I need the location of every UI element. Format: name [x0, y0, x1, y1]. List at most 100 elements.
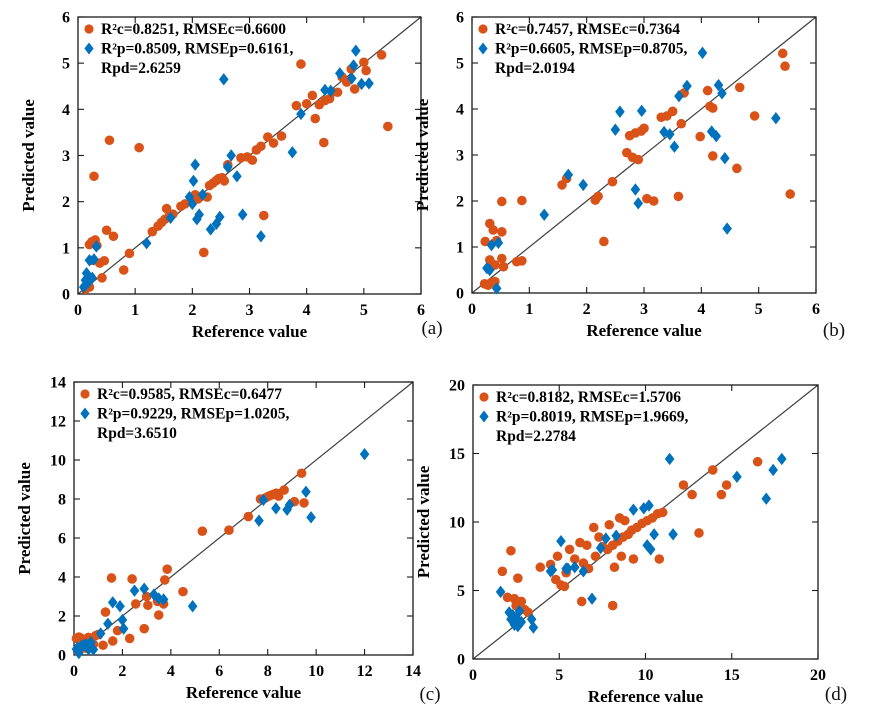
- prediction-point: [117, 613, 128, 627]
- prediction-point: [587, 592, 597, 605]
- prediction-point: [197, 188, 208, 201]
- prediction-point: [205, 223, 216, 236]
- calibration-point: [106, 573, 117, 583]
- x-tick-label: 12: [357, 663, 373, 680]
- prediction-point: [713, 78, 724, 92]
- x-tick-label: 4: [167, 663, 175, 680]
- calibration-point: [609, 562, 620, 573]
- legend-diamond-marker: [478, 42, 488, 55]
- calibration-point: [594, 532, 604, 542]
- identity-line: [73, 381, 414, 656]
- prediction-point: [644, 499, 654, 512]
- calibration-point: [667, 106, 678, 117]
- y-tick-label: 0: [62, 287, 70, 304]
- y-tick-label: 2: [58, 609, 66, 626]
- calibration-point: [564, 544, 575, 555]
- y-tick-label: 0: [58, 648, 66, 665]
- calibration-point: [490, 260, 500, 270]
- calibration-point: [590, 551, 601, 562]
- y-tick-label: 1: [456, 240, 464, 257]
- y-tick-label: 3: [62, 148, 70, 165]
- prediction-point: [556, 534, 566, 548]
- prediction-point: [89, 253, 99, 266]
- calibration-point: [708, 103, 718, 113]
- y-axis-label: Predicted value: [19, 99, 38, 212]
- prediction-point: [645, 543, 656, 556]
- y-tick-label: 8: [58, 492, 66, 509]
- prediction-point: [711, 129, 722, 143]
- prediction-point: [284, 498, 295, 512]
- legend-line: R²p=0.8509, RMSEp=0.6161,: [101, 41, 294, 58]
- prediction-point: [717, 87, 727, 100]
- calibration-point: [694, 528, 704, 538]
- calibration-point: [296, 468, 307, 479]
- y-tick-label: 3: [456, 148, 464, 165]
- prediction-point: [547, 563, 558, 577]
- prediction-point: [188, 174, 199, 188]
- x-tick-label: 4: [697, 301, 705, 318]
- calibration-point: [607, 600, 618, 611]
- legend-line: R²c=0.8182, RMSEc=1.5706: [496, 389, 681, 406]
- prediction-point: [668, 528, 678, 541]
- x-tick-label: 10: [308, 663, 324, 680]
- prediction-point: [348, 59, 359, 72]
- calibration-point: [100, 607, 111, 617]
- prediction-point: [254, 514, 264, 527]
- prediction-point: [325, 84, 336, 98]
- prediction-point: [187, 600, 198, 613]
- legend-line: R²c=0.9585, RMSEc=0.6477: [97, 386, 282, 403]
- prediction-point: [187, 197, 198, 211]
- calibration-point: [513, 573, 523, 583]
- prediction-point: [669, 140, 680, 153]
- prediction-point: [633, 197, 644, 210]
- calibration-point: [588, 522, 599, 533]
- calibration-point: [732, 163, 742, 174]
- x-tick-label: 3: [640, 301, 648, 318]
- calibration-point: [160, 575, 170, 585]
- prediction-point: [768, 463, 778, 477]
- x-tick-label: 0: [468, 301, 476, 318]
- prediction-point: [493, 236, 504, 250]
- y-tick-label: 20: [449, 378, 465, 395]
- prediction-point: [514, 604, 525, 618]
- prediction-point: [192, 213, 202, 226]
- calibration-point: [256, 141, 266, 152]
- prediction-point: [335, 67, 345, 80]
- x-tick-label: 6: [215, 663, 223, 680]
- y-tick-label: 0: [456, 286, 464, 303]
- prediction-point: [222, 160, 233, 174]
- calibration-point: [480, 236, 490, 247]
- calibration-point: [785, 189, 795, 199]
- calibration-point: [497, 253, 507, 264]
- calibration-point: [89, 171, 99, 182]
- panel-a: 0 1 2 3 4 5 6 0 1 2 3 4 5 6 R²c=0.8251, RMSEc=0.6600 R²…: [19, 10, 443, 342]
- calibration-point: [296, 59, 306, 69]
- panel-label: (c): [419, 684, 440, 705]
- prediction-point: [569, 561, 580, 574]
- calibration-point: [497, 196, 507, 207]
- legend-diamond-marker: [479, 410, 489, 423]
- calibration-point: [98, 640, 108, 651]
- prediction-point: [237, 208, 248, 221]
- calibration-point: [569, 554, 580, 564]
- prediction-point: [697, 46, 708, 60]
- calibration-point: [247, 155, 258, 165]
- prediction-point: [103, 617, 113, 630]
- y-tick-label: 6: [62, 10, 70, 27]
- prediction-point: [190, 158, 200, 171]
- panel-label: (a): [421, 318, 442, 339]
- prediction-point: [649, 528, 659, 541]
- calibration-point: [108, 231, 119, 242]
- calibration-point: [707, 465, 718, 475]
- calibration-point: [130, 599, 141, 609]
- prediction-point: [486, 238, 497, 252]
- prediction-point: [630, 183, 641, 196]
- x-tick-label: 14: [405, 663, 421, 680]
- prediction-point: [563, 168, 574, 181]
- calibration-point: [332, 87, 343, 98]
- calibration-point: [582, 540, 592, 551]
- prediction-point: [141, 237, 152, 250]
- legend-circle-marker: [84, 24, 94, 34]
- calibration-point: [576, 596, 587, 607]
